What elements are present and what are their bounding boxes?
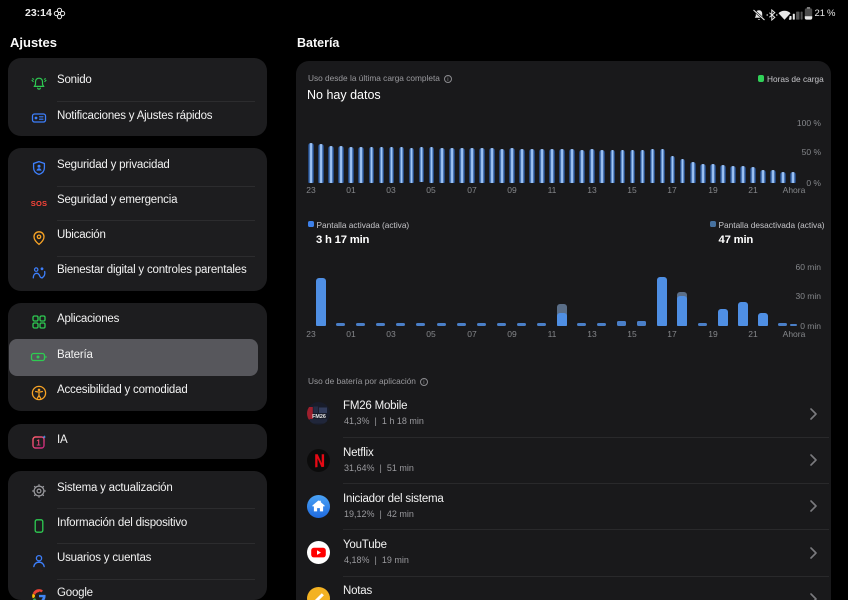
svg-text:1: 1 <box>36 439 41 448</box>
svg-text:FM26: FM26 <box>312 414 326 420</box>
